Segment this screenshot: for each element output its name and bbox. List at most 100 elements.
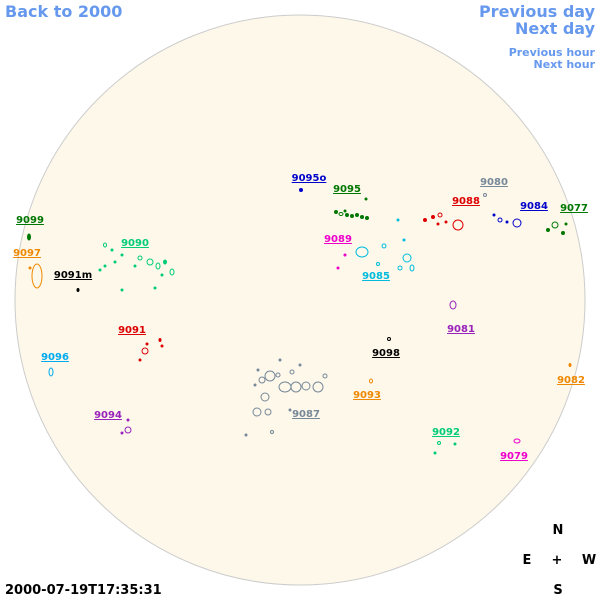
region-label[interactable]: 9089 bbox=[324, 234, 352, 245]
sunspot bbox=[133, 264, 137, 268]
next-hour-link[interactable]: Next hour bbox=[534, 58, 596, 71]
sunspot bbox=[48, 367, 54, 377]
sunspot bbox=[381, 243, 387, 249]
sunspot bbox=[153, 286, 157, 290]
sunspot bbox=[278, 358, 282, 362]
sunspot bbox=[120, 431, 124, 435]
sunspot bbox=[513, 438, 521, 444]
sunspot bbox=[338, 212, 344, 216]
sunspot bbox=[120, 253, 124, 257]
sunspot bbox=[260, 392, 270, 402]
sunspot bbox=[423, 218, 427, 222]
compass-s: S bbox=[553, 583, 562, 598]
solar-disk bbox=[14, 14, 586, 586]
sunspot bbox=[163, 259, 167, 265]
sunspot bbox=[568, 363, 572, 367]
region-label[interactable]: 9081 bbox=[447, 324, 475, 335]
sunspot bbox=[561, 231, 565, 235]
sunspot bbox=[365, 216, 369, 220]
region-label[interactable]: 9085 bbox=[362, 271, 390, 282]
sunspot bbox=[376, 262, 380, 266]
sunspot bbox=[505, 220, 509, 224]
region-label[interactable]: 9088 bbox=[452, 196, 480, 207]
sunspot bbox=[336, 266, 340, 270]
sunspot bbox=[564, 222, 568, 226]
sunspot bbox=[120, 288, 124, 292]
sunspot bbox=[253, 383, 257, 387]
previous-hour-link[interactable]: Previous hour bbox=[509, 46, 596, 59]
sunspot bbox=[343, 209, 347, 213]
sunspot bbox=[350, 214, 354, 218]
region-label[interactable]: 9091m bbox=[54, 270, 92, 281]
region-label[interactable]: 9096 bbox=[41, 352, 69, 363]
region-label[interactable]: 9080 bbox=[480, 177, 508, 188]
sunspot bbox=[551, 221, 559, 229]
sunspot bbox=[288, 408, 292, 412]
next-day-link[interactable]: Next day bbox=[515, 19, 596, 38]
sunspot bbox=[397, 265, 403, 271]
sunspot bbox=[343, 253, 347, 257]
region-label[interactable]: 9095 bbox=[333, 184, 361, 195]
sunspot bbox=[155, 262, 161, 270]
sunspot bbox=[145, 342, 149, 346]
region-label[interactable]: 9098 bbox=[372, 348, 400, 359]
sunspot bbox=[103, 264, 107, 268]
sunspot bbox=[110, 248, 114, 252]
region-label[interactable]: 9094 bbox=[94, 410, 122, 421]
sunspot bbox=[322, 373, 328, 379]
sunspot bbox=[28, 266, 32, 270]
sunspot bbox=[103, 242, 107, 248]
sunspot bbox=[449, 300, 457, 310]
sunspot bbox=[364, 197, 368, 201]
sunspot bbox=[436, 222, 440, 226]
compass-n: N bbox=[553, 523, 564, 538]
sunspot bbox=[402, 238, 406, 242]
sunspot bbox=[158, 338, 162, 342]
sunspot bbox=[290, 381, 302, 393]
sunspot bbox=[512, 218, 522, 228]
sunspot bbox=[264, 408, 272, 416]
sunspot bbox=[546, 228, 550, 232]
sunspot bbox=[244, 433, 248, 437]
region-label[interactable]: 9093 bbox=[353, 390, 381, 401]
sunspot bbox=[345, 213, 349, 217]
sunspot bbox=[31, 263, 43, 289]
sunspot bbox=[452, 219, 464, 231]
region-label[interactable]: 9090 bbox=[121, 238, 149, 249]
sunspot bbox=[258, 376, 266, 384]
region-label[interactable]: 9082 bbox=[557, 375, 585, 386]
region-label[interactable]: 9099 bbox=[16, 215, 44, 226]
sunspot bbox=[98, 268, 102, 272]
sunspot bbox=[146, 258, 154, 266]
sunspot bbox=[437, 441, 441, 445]
region-label[interactable]: 9091 bbox=[118, 325, 146, 336]
sunspot bbox=[289, 369, 295, 375]
sunspot bbox=[138, 358, 142, 362]
sunspot bbox=[437, 212, 443, 218]
sunspot bbox=[299, 188, 303, 192]
sunspot bbox=[444, 220, 448, 224]
previous-day-link[interactable]: Previous day bbox=[479, 2, 596, 21]
region-label[interactable]: 9079 bbox=[500, 451, 528, 462]
back-link[interactable]: Back to 2000 bbox=[5, 2, 122, 21]
sunspot bbox=[256, 368, 260, 372]
sunspot bbox=[396, 218, 400, 222]
compass-w: W bbox=[582, 553, 596, 568]
region-label[interactable]: 9095o bbox=[292, 173, 327, 184]
region-label[interactable]: 9087 bbox=[292, 409, 320, 420]
sunspot bbox=[369, 378, 373, 384]
compass-center: + bbox=[552, 553, 563, 568]
sunspot bbox=[453, 442, 457, 446]
sunspot bbox=[160, 273, 164, 277]
region-label[interactable]: 9097 bbox=[13, 248, 41, 259]
sunspot bbox=[252, 407, 262, 417]
sunspot bbox=[402, 253, 412, 263]
region-label[interactable]: 9084 bbox=[520, 201, 548, 212]
region-label[interactable]: 9092 bbox=[432, 427, 460, 438]
sunspot bbox=[264, 370, 276, 382]
sunspot bbox=[355, 213, 359, 217]
region-label[interactable]: 9077 bbox=[560, 203, 588, 214]
compass-e: E bbox=[523, 553, 532, 568]
sunspot bbox=[169, 268, 175, 276]
